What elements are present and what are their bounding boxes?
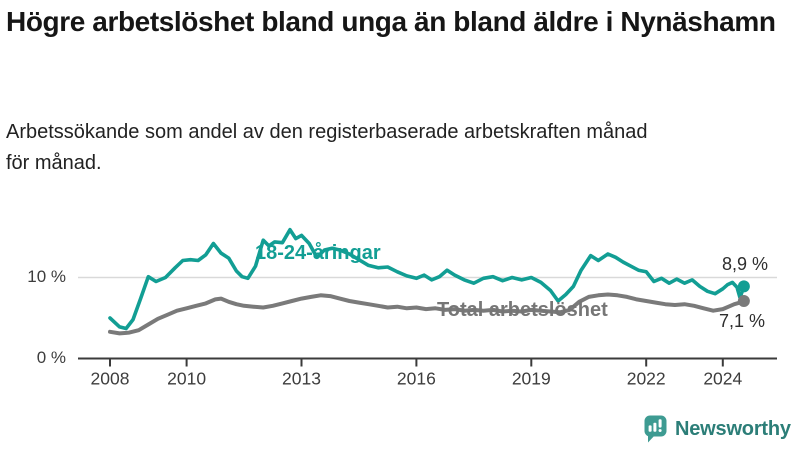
value-label-total: 7,1 %: [719, 311, 766, 331]
series-label-young: 18-24-åringar: [255, 242, 381, 264]
line-chart: 2008 2010 2013 2016 2019 2022 2024: [0, 200, 800, 400]
series-label-total: Total arbetslöshet: [437, 299, 608, 321]
chart-subtitle-line1: Arbetssökande som andel av den registerb…: [6, 121, 648, 143]
svg-text:2013: 2013: [282, 369, 321, 389]
chart-subtitle: Arbetssökande som andel av den registerb…: [6, 117, 786, 179]
value-label-young: 8,9 %: [722, 254, 769, 274]
y-tick-label-0: 0 %: [36, 348, 66, 367]
newsworthy-wordmark: Newsworthy: [675, 417, 791, 440]
newsworthy-logo: Newsworthy: [644, 415, 791, 443]
chart-title: Högre arbetslöshet bland unga än bland ä…: [6, 6, 776, 37]
svg-text:2019: 2019: [512, 369, 551, 389]
svg-text:2010: 2010: [167, 369, 206, 389]
svg-text:2024: 2024: [703, 369, 742, 389]
svg-text:2008: 2008: [91, 369, 130, 389]
y-tick-label-10: 10 %: [27, 267, 66, 286]
svg-text:2016: 2016: [397, 369, 436, 389]
svg-text:2022: 2022: [627, 369, 666, 389]
chart-canvas: 2008 2010 2013 2016 2019 2022 2024: [78, 227, 777, 389]
chart-subtitle-line2: för månad.: [6, 152, 102, 174]
newsworthy-icon: [644, 415, 667, 443]
